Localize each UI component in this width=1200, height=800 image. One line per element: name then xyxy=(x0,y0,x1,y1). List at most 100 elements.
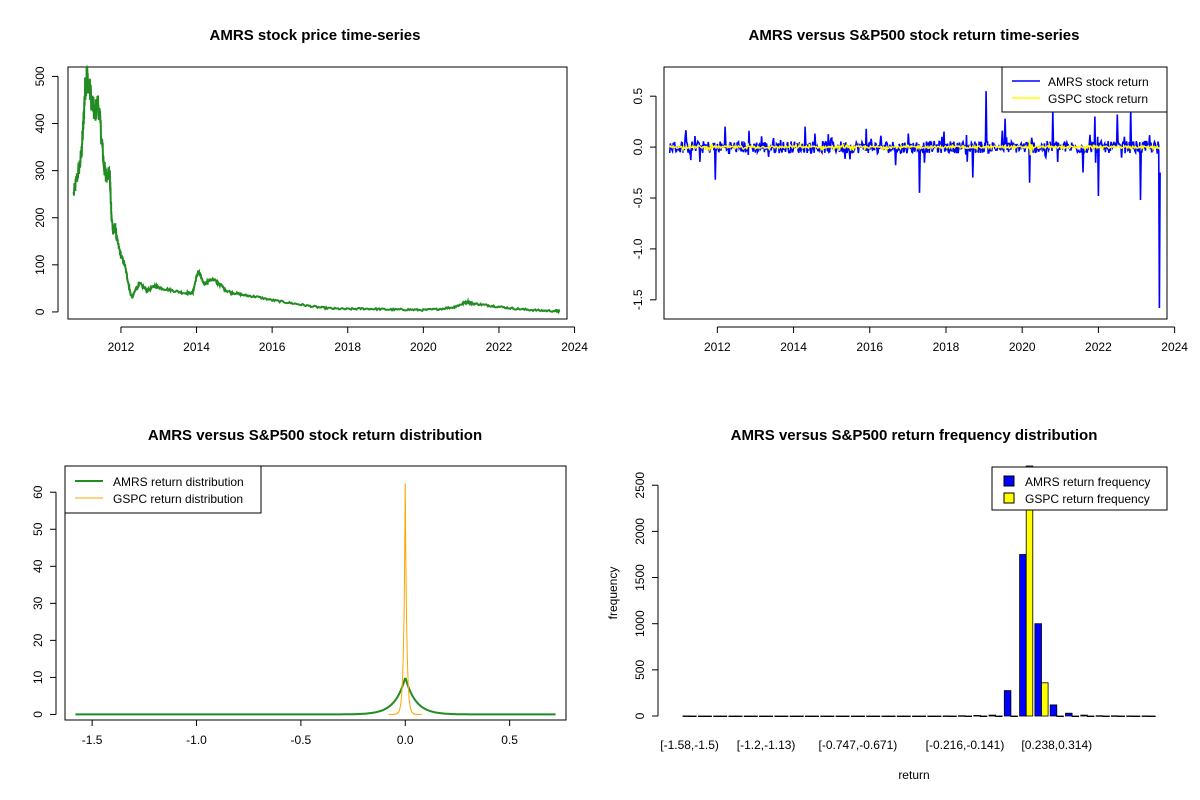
frequency-bars xyxy=(682,465,1156,718)
frequency-x-tick-label: [-0.747,-0.671) xyxy=(819,738,898,752)
price-series xyxy=(72,65,561,315)
gspc-frequency-bar xyxy=(765,715,774,718)
frequency-x-tick-label: [-0.216,-0.141) xyxy=(926,738,1005,752)
distribution-legend-label-amrs: AMRS return distribution xyxy=(113,475,244,489)
gspc-frequency-bar xyxy=(979,715,988,718)
frequency-legend-box xyxy=(991,466,1168,511)
amrs-frequency-bar xyxy=(1126,715,1134,717)
amrs-density-line xyxy=(75,677,556,716)
gspc-frequency-bar xyxy=(949,715,957,718)
amrs-frequency-bar xyxy=(835,715,843,718)
returns-plot-box xyxy=(663,66,1168,320)
frequency-x-tick-label: [-1.2,-1.13) xyxy=(737,738,796,752)
amrs-frequency-bar xyxy=(881,715,889,718)
returns-axes: 2012 2014 2016 2018 2020 2022 2024 0.5 0.0 -0.5 -1… xyxy=(631,88,1188,354)
returns-x-tick-label: 2016 xyxy=(856,340,883,354)
returns-x-tick-label: 2014 xyxy=(780,340,807,354)
amrs-frequency-bar xyxy=(1141,715,1149,717)
gspc-frequency-bar xyxy=(842,715,850,718)
distribution-y-tick-label: 0 xyxy=(31,711,45,718)
gspc-frequency-bar xyxy=(1041,682,1049,717)
gspc-frequency-bar xyxy=(735,715,743,718)
amrs-frequency-bar xyxy=(1111,715,1119,717)
price-x-tick-label: 2012 xyxy=(108,340,135,354)
frequency-x-tick-label: [0.238,0.314) xyxy=(1021,738,1092,752)
amrs-frequency-bar xyxy=(896,715,905,718)
frequency-y-tick-label: 0 xyxy=(633,712,647,719)
distribution-y-tick-label: 10 xyxy=(31,670,45,684)
price-y-tick-label: 500 xyxy=(33,66,47,86)
frequency-y-tick-label: 2500 xyxy=(633,472,647,499)
amrs-frequency-bar xyxy=(1080,714,1088,717)
amrs-frequency-bar xyxy=(697,715,706,718)
distribution-y-tick-label: 40 xyxy=(31,559,45,573)
returns-y-tick-label: -0.5 xyxy=(631,187,645,208)
amrs-frequency-bar xyxy=(774,715,782,718)
frequency-y-tick-label: 1000 xyxy=(633,610,647,637)
amrs-frequency-bar xyxy=(973,715,981,717)
gspc-frequency-bar xyxy=(1102,715,1110,718)
amrs-frequency-bar xyxy=(958,715,966,717)
price-chart-title: AMRS stock price time-series xyxy=(210,27,421,44)
amrs-frequency-bar xyxy=(850,715,859,718)
gspc-return-line xyxy=(669,139,1161,156)
returns-x-tick-label: 2020 xyxy=(1009,340,1036,354)
returns-legend: AMRS stock return GSPC stock return xyxy=(1001,66,1168,113)
gspc-frequency-bar xyxy=(995,715,1003,718)
gspc-frequency-bar xyxy=(1071,715,1080,718)
amrs-frequency-bar xyxy=(1034,623,1042,717)
price-y-tick-label: 100 xyxy=(33,254,47,274)
distribution-legend: AMRS return distribution GSPC return dis… xyxy=(64,465,262,514)
distribution-series xyxy=(75,483,556,716)
distribution-axes: -1.5 -1.0 -0.5 0.0 0.5 0 10 20 30 40 50 60 xyxy=(31,485,518,747)
distribution-x-tick-label: -1.0 xyxy=(186,733,207,747)
frequency-x-tick-label: [-1.58,-1.5) xyxy=(660,738,719,752)
gspc-frequency-bar xyxy=(826,715,835,718)
gspc-frequency-bar xyxy=(796,715,804,718)
frequency-y-tick-label: 2000 xyxy=(633,518,647,545)
price-x-tick-label: 2022 xyxy=(486,340,513,354)
returns-legend-box xyxy=(1001,66,1168,113)
gspc-frequency-bar xyxy=(1087,715,1095,718)
price-axes: 2012 2014 2016 2018 2020 2022 2024 0 100 200 300 40… xyxy=(33,66,588,354)
distribution-chart: AMRS versus S&P500 stock return distribu… xyxy=(31,427,567,747)
distribution-x-tick-label: 0.0 xyxy=(397,733,414,747)
returns-x-tick-label: 2022 xyxy=(1085,340,1112,354)
amrs-return-line xyxy=(668,91,1161,309)
returns-y-tick-label: 0.0 xyxy=(631,138,645,155)
price-x-tick-label: 2020 xyxy=(410,340,437,354)
frequency-legend: AMRS return frequency GSPC return freque… xyxy=(991,466,1168,511)
price-y-tick-label: 400 xyxy=(33,113,47,133)
distribution-y-tick-label: 30 xyxy=(31,596,45,610)
amrs-frequency-bar xyxy=(1095,715,1104,717)
price-y-tick-label: 0 xyxy=(33,308,47,315)
distribution-x-tick-label: -1.5 xyxy=(82,733,103,747)
gspc-frequency-bar xyxy=(719,715,728,718)
frequency-y-tick-label: 1500 xyxy=(633,564,647,591)
amrs-frequency-bar xyxy=(805,715,813,718)
gspc-density-line xyxy=(388,483,422,715)
price-plot-box xyxy=(67,66,568,320)
amrs-frequency-bar xyxy=(759,715,767,718)
returns-chart-title: AMRS versus S&P500 stock return time-ser… xyxy=(749,27,1080,44)
distribution-legend-label-gspc: GSPC return distribution xyxy=(113,492,243,506)
frequency-legend-label-gspc: GSPC return frequency xyxy=(1025,492,1150,506)
distribution-y-tick-label: 50 xyxy=(31,522,45,536)
distribution-chart-title: AMRS versus S&P500 stock return distribu… xyxy=(148,427,482,444)
price-x-tick-label: 2014 xyxy=(183,340,210,354)
gspc-frequency-bar xyxy=(918,715,927,718)
gspc-frequency-bar xyxy=(1132,715,1141,718)
returns-chart: AMRS versus S&P500 stock return time-ser… xyxy=(631,27,1188,354)
price-x-tick-label: 2024 xyxy=(561,340,588,354)
gspc-frequency-bar xyxy=(857,715,865,718)
returns-y-tick-label: -1.5 xyxy=(631,289,645,310)
distribution-x-tick-label: -0.5 xyxy=(291,733,312,747)
gspc-frequency-bar xyxy=(1117,715,1125,718)
returns-y-tick-label: 0.5 xyxy=(631,88,645,105)
gspc-frequency-bar xyxy=(903,715,911,718)
price-line xyxy=(72,65,561,315)
returns-y-tick-label: -1.0 xyxy=(631,238,645,259)
frequency-axes: 0 500 1000 1500 2000 2500 [-1.58,-1.5) [-1.2,-1… xyxy=(633,472,1092,752)
